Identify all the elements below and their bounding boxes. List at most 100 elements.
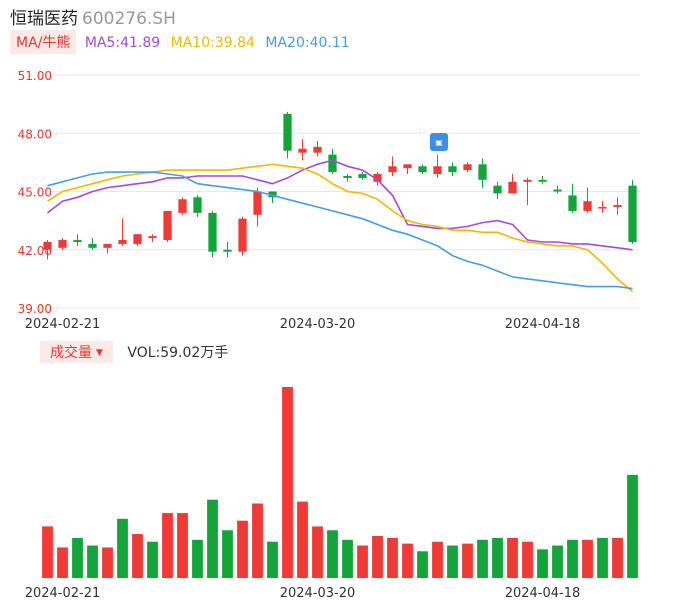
volume-bar bbox=[72, 537, 83, 578]
volume-bar bbox=[282, 387, 293, 578]
volume-bar bbox=[462, 543, 473, 578]
volume-bar bbox=[492, 537, 503, 578]
volume-bar bbox=[132, 534, 143, 578]
volume-bar bbox=[387, 537, 398, 578]
ma-line-ma5 bbox=[47, 159, 633, 251]
volume-bar bbox=[252, 503, 263, 578]
volume-bar bbox=[342, 539, 353, 578]
volume-bar bbox=[612, 537, 623, 578]
volume-bar bbox=[237, 520, 248, 578]
candle-body bbox=[373, 174, 382, 182]
candle-body bbox=[598, 207, 607, 209]
volume-bars bbox=[42, 387, 638, 578]
ma-toggle-tag[interactable]: MA/牛熊 bbox=[10, 30, 77, 54]
candle-body bbox=[193, 197, 202, 213]
volume-bar bbox=[297, 501, 308, 578]
volume-bar bbox=[357, 545, 368, 578]
volume-bar bbox=[447, 545, 458, 578]
candle-body bbox=[118, 240, 127, 244]
ma10-legend: MA10:39.84 bbox=[170, 35, 255, 51]
candle-body bbox=[538, 179, 547, 182]
candle-body bbox=[208, 212, 217, 252]
volume-bar bbox=[327, 530, 338, 578]
candle-body bbox=[133, 234, 142, 244]
candle-body bbox=[418, 166, 427, 173]
candles bbox=[43, 111, 637, 260]
candle-body bbox=[613, 205, 622, 208]
candle-body bbox=[298, 148, 307, 153]
ma-lines bbox=[47, 159, 634, 293]
candle-body bbox=[478, 164, 487, 180]
volume-bar bbox=[372, 535, 383, 578]
stock-name: 恒瑞医药 bbox=[10, 9, 78, 29]
volume-bar bbox=[567, 539, 578, 578]
event-marker-glyph: ▣ bbox=[435, 138, 443, 147]
ma20-legend: MA20:40.11 bbox=[265, 35, 350, 51]
candle-body bbox=[43, 241, 52, 250]
volume-bar bbox=[117, 518, 128, 578]
volume-bar bbox=[522, 541, 533, 578]
volume-tag-label: 成交量 bbox=[50, 345, 92, 361]
volume-bar bbox=[597, 537, 608, 578]
candle-body bbox=[148, 236, 157, 239]
candle-body bbox=[313, 146, 322, 153]
volume-bar bbox=[87, 545, 98, 578]
candle-body bbox=[88, 243, 97, 248]
volume-bar bbox=[192, 539, 203, 578]
stock-code: 600276.SH bbox=[82, 9, 176, 29]
candle-body bbox=[508, 181, 517, 194]
candle-body bbox=[328, 154, 337, 173]
candle-body bbox=[403, 164, 412, 169]
volume-bar bbox=[42, 526, 53, 578]
candle-body bbox=[523, 179, 532, 182]
price-tick-label: 42.00 bbox=[18, 244, 52, 258]
candle-body bbox=[238, 218, 247, 252]
ma5-legend: MA5:41.89 bbox=[84, 35, 161, 51]
volume-value: VOL:59.02万手 bbox=[127, 345, 229, 361]
candle-body bbox=[253, 191, 262, 215]
volume-bar bbox=[312, 526, 323, 578]
candle-body bbox=[178, 199, 187, 213]
candle-body bbox=[388, 166, 397, 173]
candle-body bbox=[583, 201, 592, 211]
candle-body bbox=[358, 174, 367, 178]
volume-bar bbox=[207, 499, 218, 578]
price-x-axis: 2024-02-21 2024-03-20 2024-04-18 bbox=[25, 317, 581, 332]
event-marker-icon[interactable]: ▣ bbox=[430, 133, 448, 151]
candle-body bbox=[58, 240, 67, 248]
volume-legend: 成交量 ▼ VOL:59.02万手 bbox=[40, 341, 229, 363]
price-tick-label: 39.00 bbox=[18, 302, 52, 316]
candle-body bbox=[553, 189, 562, 192]
volume-bar bbox=[507, 537, 518, 578]
volume-bar bbox=[267, 541, 278, 578]
volume-bar bbox=[222, 530, 233, 578]
candle-body bbox=[283, 113, 292, 151]
ma-line-ma10 bbox=[47, 163, 634, 293]
candle-body bbox=[433, 166, 442, 175]
price-grid bbox=[40, 74, 640, 309]
volume-bar bbox=[477, 539, 488, 578]
volume-bar bbox=[57, 547, 68, 578]
candle-body bbox=[268, 191, 277, 198]
candle-body bbox=[73, 240, 82, 242]
volume-indicator-selector[interactable]: 成交量 ▼ bbox=[40, 341, 113, 363]
candle-body bbox=[628, 185, 637, 242]
price-x-tick-label: 2024-02-21 bbox=[25, 317, 101, 332]
volume-x-axis: 2024-02-21 2024-03-20 2024-04-18 bbox=[25, 586, 581, 601]
volume-bar bbox=[552, 545, 563, 578]
volume-bar bbox=[162, 513, 173, 578]
candle-body bbox=[448, 166, 457, 173]
price-tick-label: 45.00 bbox=[18, 186, 52, 200]
price-x-tick-label: 2024-03-20 bbox=[280, 317, 356, 332]
ma-legend: MA/牛熊 MA5:41.89 MA10:39.84 MA20:40.11 bbox=[10, 30, 356, 54]
stock-title: 恒瑞医药 600276.SH bbox=[10, 4, 176, 29]
volume-x-tick-label: 2024-02-21 bbox=[25, 586, 101, 601]
price-axis: 51.00 48.00 45.00 42.00 39.00 bbox=[18, 69, 52, 316]
volume-bar bbox=[147, 541, 158, 578]
candle-body bbox=[103, 243, 112, 248]
volume-bar bbox=[582, 539, 593, 578]
volume-bar bbox=[417, 551, 428, 578]
candle-body bbox=[568, 195, 577, 211]
volume-bar bbox=[102, 547, 113, 578]
